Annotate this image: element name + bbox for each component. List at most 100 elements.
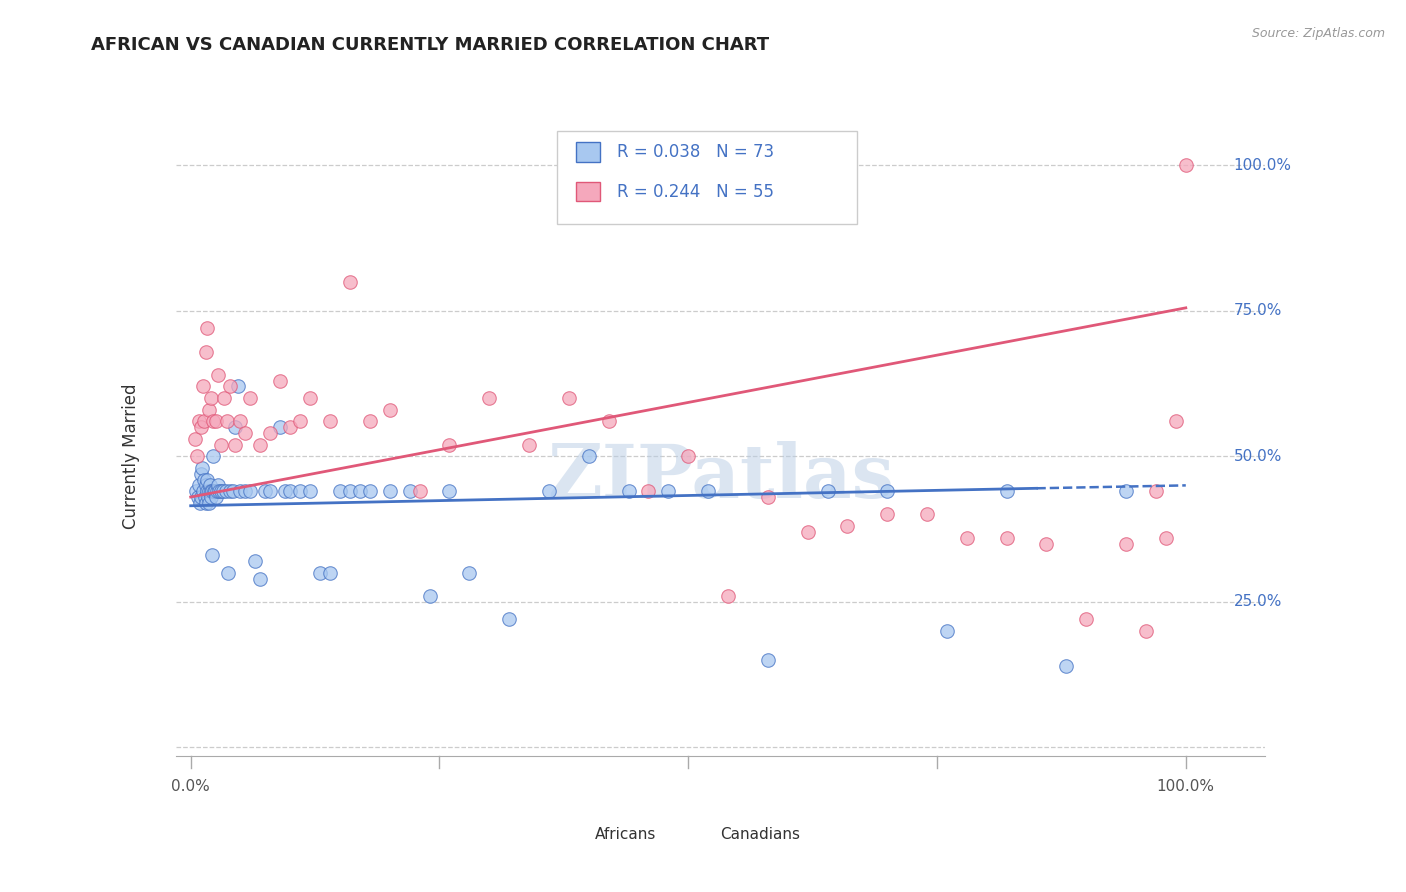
Point [995, 484, 1018, 499]
Point [239, 391, 262, 405]
Point [439, 437, 461, 451]
Point [956, 531, 979, 545]
Point [995, 531, 1018, 545]
Point [212, 391, 235, 405]
Point [219, 379, 242, 393]
Point [359, 414, 381, 428]
Point [204, 490, 226, 504]
Point [269, 374, 291, 388]
Point [195, 321, 218, 335]
Text: ZIPatlas: ZIPatlas [547, 442, 894, 515]
Point [349, 484, 371, 499]
Point [207, 484, 229, 499]
Point [537, 484, 560, 499]
Point [194, 478, 217, 492]
Point [339, 484, 361, 499]
Point [1054, 658, 1077, 673]
Point [439, 484, 461, 499]
Point [288, 484, 311, 499]
Point [498, 612, 520, 626]
Point [201, 450, 224, 464]
FancyBboxPatch shape [688, 826, 707, 843]
Point [1164, 414, 1187, 428]
Point [214, 484, 236, 499]
Point [209, 484, 232, 499]
Point [517, 437, 540, 451]
Point [200, 391, 222, 405]
Point [235, 484, 257, 499]
Point [796, 524, 818, 539]
Point [269, 420, 291, 434]
Point [191, 484, 214, 499]
Point [194, 490, 217, 504]
Point [207, 478, 229, 492]
Point [1144, 484, 1167, 499]
Text: 25.0%: 25.0% [1233, 594, 1282, 609]
Point [191, 379, 214, 393]
Point [717, 589, 740, 603]
Point [200, 490, 222, 504]
Point [187, 490, 209, 504]
Point [201, 414, 224, 428]
Point [558, 391, 581, 405]
Text: R = 0.244   N = 55: R = 0.244 N = 55 [617, 183, 775, 201]
Point [190, 420, 212, 434]
Point [1115, 536, 1137, 550]
Point [756, 653, 779, 667]
FancyBboxPatch shape [557, 131, 856, 224]
Point [202, 484, 225, 499]
Text: Canadians: Canadians [721, 827, 800, 842]
Point [249, 572, 271, 586]
Point [219, 484, 242, 499]
Point [218, 566, 240, 580]
Point [215, 414, 238, 428]
Point [204, 484, 226, 499]
Point [200, 548, 222, 562]
Point [195, 484, 218, 499]
Text: Africans: Africans [595, 827, 657, 842]
Text: R = 0.038   N = 73: R = 0.038 N = 73 [617, 143, 775, 161]
Point [183, 432, 205, 446]
Point [309, 566, 332, 580]
Point [195, 473, 218, 487]
FancyBboxPatch shape [575, 143, 599, 162]
Point [198, 478, 221, 492]
Point [235, 425, 257, 440]
Point [193, 473, 215, 487]
Point [200, 484, 222, 499]
Point [245, 554, 267, 568]
Point [288, 414, 311, 428]
Text: Currently Married: Currently Married [122, 384, 141, 529]
Point [1076, 612, 1098, 626]
Point [817, 484, 839, 499]
Text: 50.0%: 50.0% [1233, 449, 1282, 464]
Point [194, 344, 217, 359]
Point [249, 437, 271, 451]
Point [239, 484, 262, 499]
Point [193, 414, 215, 428]
Point [657, 484, 679, 499]
Point [184, 484, 207, 499]
Point [229, 484, 252, 499]
Point [378, 402, 401, 417]
Point [205, 484, 228, 499]
Point [200, 484, 222, 499]
Point [598, 414, 620, 428]
Point [319, 566, 342, 580]
Point [915, 508, 938, 522]
Point [259, 425, 281, 440]
Point [274, 484, 297, 499]
Point [697, 484, 720, 499]
Point [278, 420, 301, 434]
Point [1174, 158, 1197, 172]
Point [190, 467, 212, 481]
Point [224, 437, 246, 451]
Point [190, 461, 212, 475]
Point [224, 420, 246, 434]
Point [186, 450, 208, 464]
Point [637, 484, 659, 499]
Point [617, 484, 640, 499]
Point [398, 484, 420, 499]
Point [1154, 531, 1177, 545]
Point [329, 484, 352, 499]
